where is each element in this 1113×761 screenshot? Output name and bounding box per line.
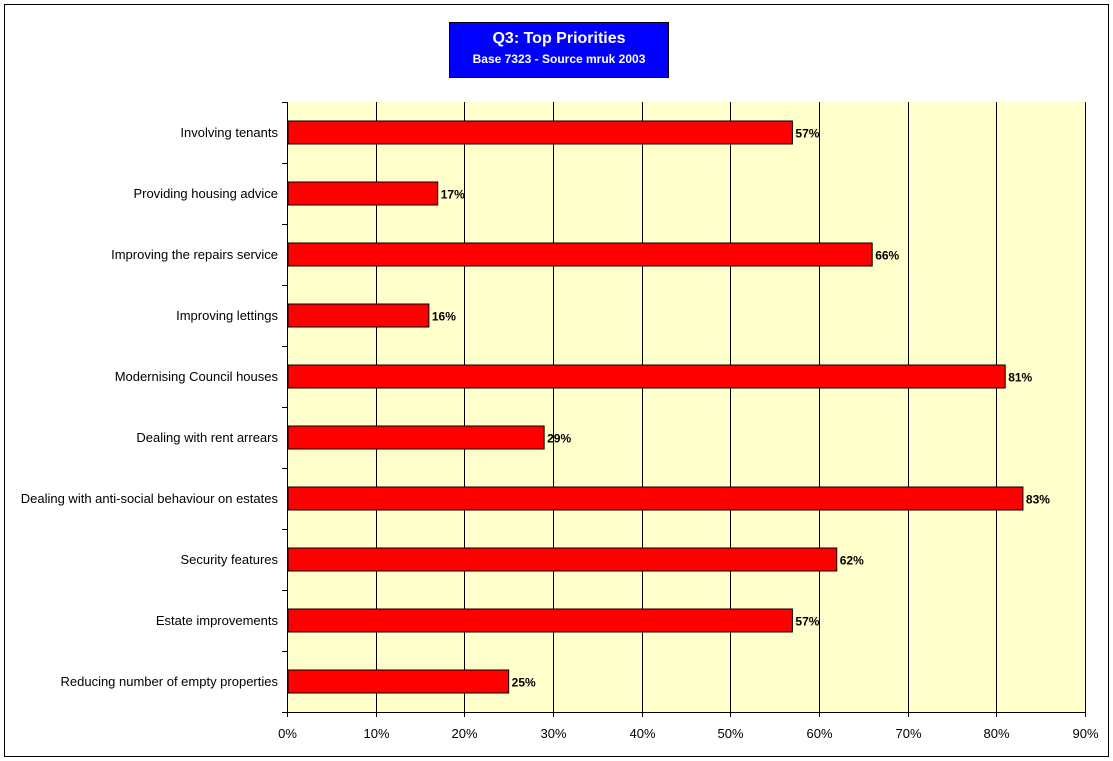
bar-9	[287, 608, 793, 633]
chart-title-box: Q3: Top Priorities Base 7323 - Source mr…	[449, 22, 669, 78]
category-label-9: Estate improvements	[155, 613, 278, 628]
chart-subtitle: Base 7323 - Source mruk 2003	[472, 52, 646, 66]
x-tick-label: 0%	[278, 726, 297, 741]
category-label-5: Modernising Council houses	[114, 369, 278, 384]
bar-1	[287, 120, 793, 145]
x-tick-label: 30%	[540, 726, 566, 741]
bar-7	[287, 486, 1024, 511]
category-label-2: Providing housing advice	[133, 186, 278, 201]
data-label-9: 57%	[795, 615, 819, 629]
data-label-1: 57%	[795, 127, 819, 141]
data-label-4: 16%	[432, 310, 456, 324]
x-tick-label: 40%	[629, 726, 655, 741]
data-label-6: 29%	[547, 432, 571, 446]
data-label-3: 66%	[875, 249, 899, 263]
category-label-6: Dealing with rent arrears	[136, 430, 278, 445]
bar-10	[287, 669, 510, 694]
bar-4	[287, 303, 430, 328]
data-label-7: 83%	[1026, 493, 1050, 507]
x-tick-label: 10%	[363, 726, 389, 741]
bar-8	[287, 547, 838, 572]
x-tick-label: 80%	[983, 726, 1009, 741]
x-tick-label: 90%	[1072, 726, 1098, 741]
category-label-3: Improving the repairs service	[111, 247, 278, 262]
bar-6	[287, 425, 545, 450]
x-tick-label: 60%	[806, 726, 832, 741]
bar-5	[287, 364, 1006, 389]
category-label-1: Involving tenants	[180, 125, 278, 140]
x-tick-label: 20%	[451, 726, 477, 741]
x-tick-label: 50%	[717, 726, 743, 741]
data-label-10: 25%	[512, 676, 536, 690]
data-label-8: 62%	[840, 554, 864, 568]
category-label-10: Reducing number of empty properties	[60, 674, 278, 689]
x-tick-label: 70%	[895, 726, 921, 741]
bar-2	[287, 181, 439, 206]
bar-3	[287, 242, 873, 267]
category-label-4: Improving lettings	[176, 308, 278, 323]
chart-title: Q3: Top Priorities	[492, 30, 626, 47]
category-label-7: Dealing with anti-social behaviour on es…	[20, 491, 278, 506]
data-label-5: 81%	[1008, 371, 1032, 385]
category-label-8: Security features	[180, 552, 278, 567]
data-label-2: 17%	[441, 188, 465, 202]
